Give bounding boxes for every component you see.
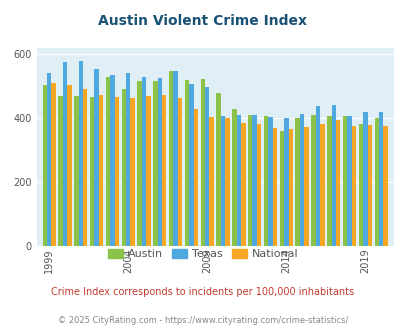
Text: Austin Violent Crime Index: Austin Violent Crime Index — [98, 15, 307, 28]
Bar — [252, 115, 256, 246]
Bar — [74, 96, 79, 246]
Bar — [232, 109, 236, 246]
Bar — [58, 96, 63, 246]
Bar — [168, 71, 173, 246]
Bar — [241, 123, 245, 246]
Bar — [130, 98, 134, 246]
Legend: Austin, Texas, National: Austin, Texas, National — [103, 244, 302, 263]
Bar — [335, 120, 339, 246]
Bar — [177, 98, 182, 246]
Bar — [220, 115, 225, 246]
Bar — [114, 97, 119, 246]
Bar — [236, 115, 241, 246]
Bar — [288, 129, 292, 246]
Bar — [382, 126, 387, 246]
Bar — [189, 83, 193, 246]
Bar — [83, 89, 87, 246]
Bar — [43, 84, 47, 246]
Bar — [256, 123, 261, 246]
Bar — [126, 73, 130, 246]
Bar — [247, 115, 252, 246]
Bar — [367, 125, 371, 246]
Bar — [304, 127, 308, 246]
Bar — [311, 115, 315, 246]
Bar — [284, 118, 288, 246]
Bar — [106, 77, 110, 246]
Bar — [299, 114, 304, 246]
Bar — [342, 115, 347, 246]
Bar — [90, 97, 94, 246]
Bar — [110, 75, 114, 246]
Bar — [162, 95, 166, 246]
Bar — [184, 80, 189, 246]
Bar — [193, 109, 198, 246]
Bar — [279, 131, 283, 246]
Bar — [362, 112, 367, 246]
Bar — [98, 95, 103, 246]
Bar — [94, 69, 98, 246]
Bar — [205, 87, 209, 246]
Bar — [351, 126, 355, 246]
Bar — [121, 89, 126, 246]
Bar — [347, 115, 351, 246]
Bar — [272, 128, 277, 246]
Bar — [153, 82, 157, 246]
Bar — [315, 106, 320, 246]
Bar — [358, 124, 362, 246]
Bar — [67, 84, 71, 246]
Bar — [47, 73, 51, 246]
Bar — [63, 62, 67, 246]
Bar — [263, 115, 268, 246]
Bar — [209, 116, 213, 246]
Bar — [79, 61, 83, 246]
Bar — [146, 96, 150, 246]
Bar — [326, 115, 331, 246]
Bar — [51, 83, 56, 246]
Bar — [225, 118, 229, 246]
Bar — [157, 78, 162, 246]
Bar — [378, 112, 382, 246]
Bar — [268, 117, 272, 246]
Bar — [373, 118, 378, 246]
Bar — [141, 77, 146, 246]
Bar — [295, 118, 299, 246]
Bar — [216, 93, 220, 246]
Bar — [331, 105, 335, 246]
Bar — [173, 71, 177, 246]
Text: Crime Index corresponds to incidents per 100,000 inhabitants: Crime Index corresponds to incidents per… — [51, 287, 354, 297]
Bar — [200, 79, 205, 246]
Bar — [137, 82, 141, 246]
Bar — [320, 123, 324, 246]
Text: © 2025 CityRating.com - https://www.cityrating.com/crime-statistics/: © 2025 CityRating.com - https://www.city… — [58, 316, 347, 325]
